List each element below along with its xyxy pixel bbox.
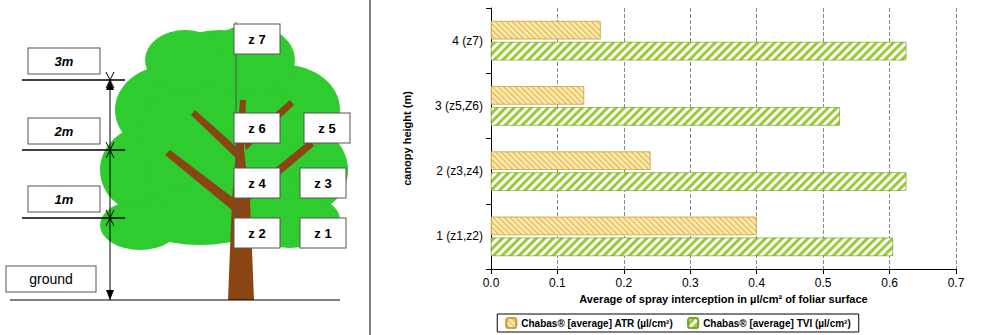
svg-text:0.3: 0.3 <box>682 276 699 290</box>
svg-text:Chabas® [average] TVI (µl/cm²): Chabas® [average] TVI (µl/cm²) <box>703 318 851 329</box>
svg-text:0.5: 0.5 <box>815 276 832 290</box>
svg-text:1m: 1m <box>55 192 74 207</box>
svg-text:Average of spray interception: Average of spray interception in µl/cm² … <box>579 293 867 305</box>
svg-text:z 5: z 5 <box>318 121 335 136</box>
svg-text:Chabas® [average] ATR (µl/cm²): Chabas® [average] ATR (µl/cm²) <box>521 318 673 329</box>
svg-text:z 2: z 2 <box>248 226 265 241</box>
svg-text:z 1: z 1 <box>314 226 331 241</box>
svg-text:2 (z3,z4): 2 (z3,z4) <box>436 164 483 178</box>
svg-text:ground: ground <box>29 271 73 287</box>
svg-text:2m: 2m <box>54 124 74 139</box>
svg-text:0.2: 0.2 <box>616 276 633 290</box>
svg-text:3 (z5,Z6): 3 (z5,Z6) <box>435 99 483 113</box>
svg-text:3m: 3m <box>55 54 74 69</box>
svg-text:z 6: z 6 <box>248 121 265 136</box>
svg-text:z 4: z 4 <box>248 176 266 191</box>
svg-text:4 (z7): 4 (z7) <box>452 34 483 48</box>
svg-text:0.7: 0.7 <box>948 276 965 290</box>
svg-text:0.6: 0.6 <box>881 276 898 290</box>
svg-text:canopy height (m): canopy height (m) <box>401 91 413 186</box>
svg-text:0.0: 0.0 <box>483 276 500 290</box>
svg-text:z 7: z 7 <box>248 32 265 47</box>
svg-text:1 (z1,z2): 1 (z1,z2) <box>436 229 483 243</box>
svg-text:z 3: z 3 <box>314 176 331 191</box>
svg-text:0.1: 0.1 <box>549 276 566 290</box>
svg-text:0.4: 0.4 <box>748 276 765 290</box>
